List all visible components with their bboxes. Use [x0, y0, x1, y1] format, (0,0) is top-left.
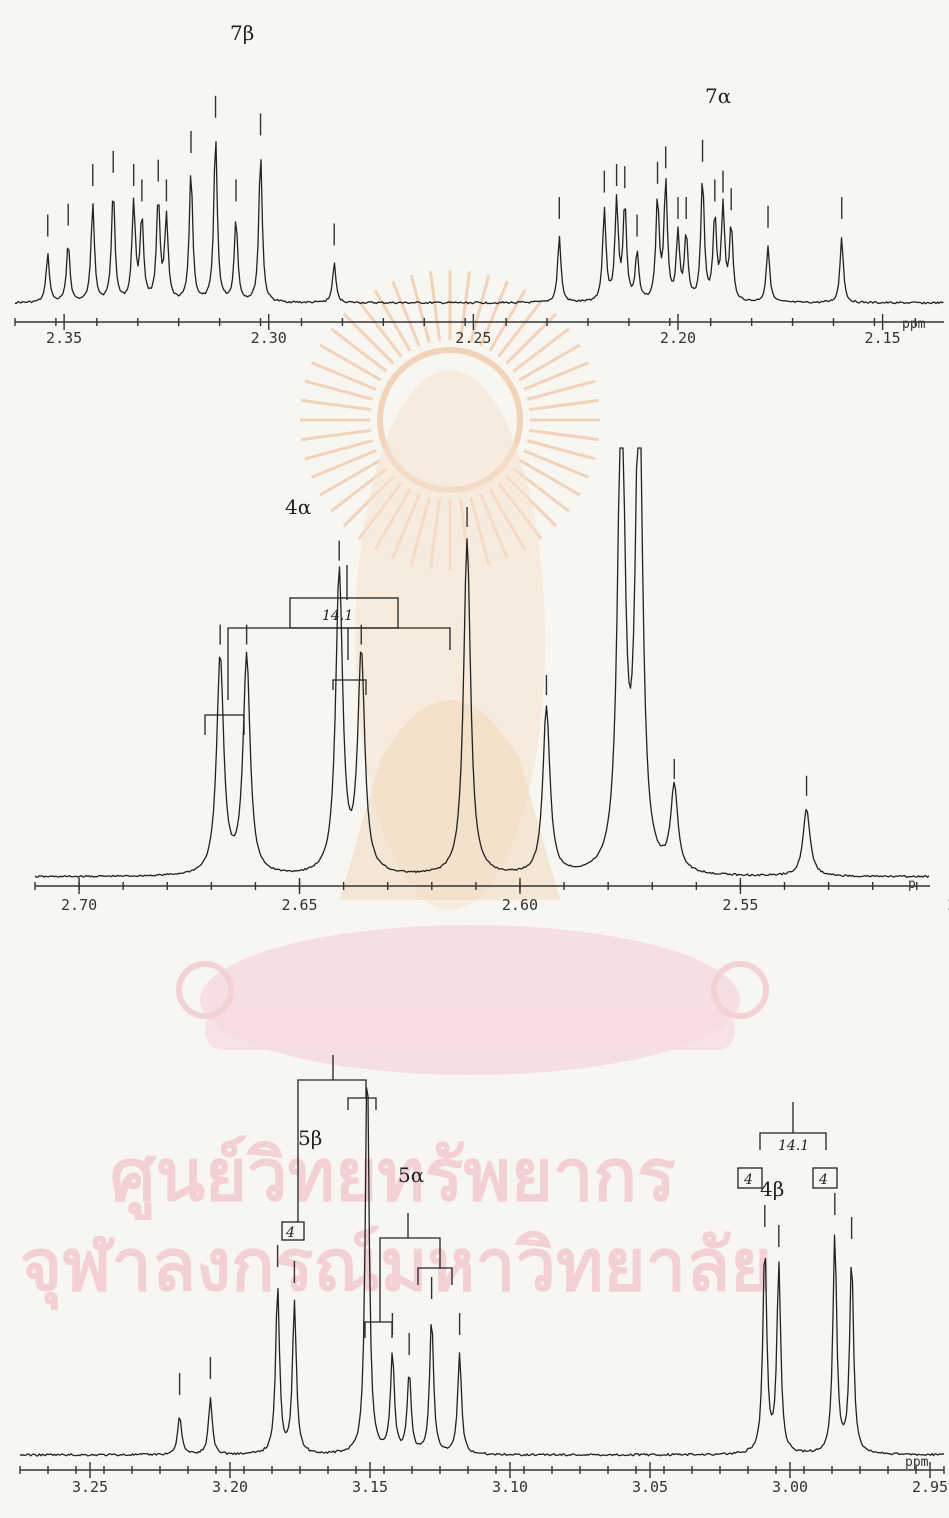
x-tick-label: 3.00	[772, 1478, 808, 1496]
watermark-line-2: จุฬาลงกรณ์มหาวิทยาลัย	[20, 1223, 772, 1311]
x-ticks-middle: 2.70 2.65 2.60 2.55 2.5	[34, 878, 949, 914]
x-tick-label: 3.15	[352, 1478, 388, 1496]
peak-marks-top	[47, 95, 843, 246]
x-axis-unit-bottom: ppm	[905, 1455, 929, 1470]
coupling-14-1-4beta: 14.1	[778, 1138, 809, 1154]
peak-label-5-alpha: 5α	[398, 1163, 424, 1187]
x-tick-label: 2.95	[912, 1478, 948, 1496]
coupling-4-5beta: 4	[285, 1225, 295, 1241]
x-tick-label: 2.5	[947, 896, 949, 914]
x-tick-label: 2.35	[46, 329, 82, 347]
spectrum-trace-middle	[34, 447, 930, 879]
x-axis-unit-middle: p	[908, 877, 916, 892]
spectrum-panel-bottom: 5β 5α 4β 4 14.1 4 4 3.25 3.20 3.15 3.10 3.05…	[19, 1055, 948, 1496]
watermark-line-1: ศูนย์วิทยทรัพยากร	[110, 1133, 676, 1221]
x-tick-label: 2.25	[455, 329, 491, 347]
x-ticks-top: 2.35 2.30 2.25 2.20 2.15	[14, 314, 917, 347]
watermark-seal-icon	[176, 270, 769, 1075]
x-axis-unit-top: ppm	[902, 317, 926, 332]
spectrum-trace-top	[15, 141, 944, 305]
peak-marks-bottom	[178, 1193, 853, 1395]
x-tick-label: 2.30	[251, 329, 287, 347]
x-tick-label: 3.25	[72, 1478, 108, 1496]
watermark: ศูนย์วิทยทรัพยากร จุฬาลงกรณ์มหาวิทยาลัย	[20, 270, 772, 1311]
peak-label-4-alpha: 4α	[285, 495, 311, 519]
peak-label-7-beta: 7β	[230, 21, 254, 45]
peak-label-4-beta: 4β	[760, 1177, 784, 1201]
spectrum-panel-middle: 4α 14.1 2.70 2.65 2.60 2.55 2.5 p	[34, 447, 949, 914]
peak-marks-middle	[219, 507, 808, 796]
x-tick-label: 2.60	[502, 896, 538, 914]
coupling-4-4beta-right: 4	[818, 1172, 828, 1188]
x-tick-label: 3.05	[632, 1478, 668, 1496]
x-tick-label: 2.20	[660, 329, 696, 347]
spectrum-panel-top: 7β 7α 2.35 2.30 2.25 2.20 2.15 ppm	[14, 21, 944, 347]
x-tick-label: 2.70	[61, 896, 97, 914]
coupling-tree-4-alpha: 14.1	[204, 565, 451, 735]
x-tick-label: 2.15	[865, 329, 901, 347]
x-tick-label: 3.10	[492, 1478, 528, 1496]
peak-label-7-alpha: 7α	[705, 84, 731, 108]
peak-label-5-beta: 5β	[298, 1126, 322, 1150]
coupling-trees-bottom: 4 14.1 4 4	[281, 1055, 838, 1338]
coupling-4-4beta-left: 4	[743, 1172, 753, 1188]
x-ticks-bottom: 3.25 3.20 3.15 3.10 3.05 3.00 2.95	[19, 1462, 948, 1496]
x-tick-label: 2.55	[722, 896, 758, 914]
spectrum-trace-bottom	[19, 1087, 945, 1457]
x-tick-label: 3.20	[212, 1478, 248, 1496]
x-tick-label: 2.65	[281, 896, 317, 914]
